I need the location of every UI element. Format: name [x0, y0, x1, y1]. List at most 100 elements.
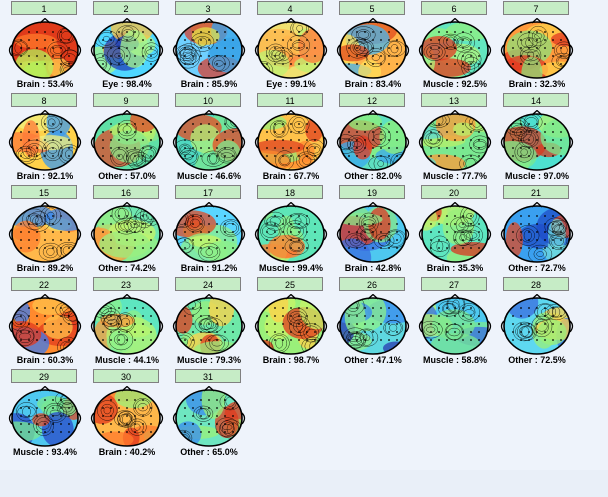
component-button[interactable]: 2	[93, 1, 159, 15]
component-button[interactable]: 25	[257, 277, 323, 291]
component-button[interactable]: 10	[175, 93, 241, 107]
scalp-topomap[interactable]	[5, 202, 85, 264]
component-classification-label: Brain : 53.4%	[16, 79, 74, 89]
component-10: 10 Muscle : 46.6%	[167, 93, 251, 181]
component-button[interactable]: 18	[257, 185, 323, 199]
component-9: 9 Other : 57.0%	[85, 93, 169, 181]
scalp-topomap[interactable]	[497, 18, 577, 80]
component-classification-label: Other : 72.5%	[508, 355, 566, 365]
component-4: 4 Eye : 99.1%	[249, 1, 333, 89]
scalp-topomap[interactable]	[497, 294, 577, 356]
component-button[interactable]: 22	[11, 277, 77, 291]
component-button[interactable]: 17	[175, 185, 241, 199]
scalp-topomap[interactable]	[415, 202, 495, 264]
component-button[interactable]: 12	[339, 93, 405, 107]
component-11: 11 Brain : 67.7%	[249, 93, 333, 181]
component-button[interactable]: 15	[11, 185, 77, 199]
component-17: 17 Brain : 91.2%	[167, 185, 251, 273]
component-19: 19 Brain : 42.8%	[331, 185, 415, 273]
component-button[interactable]: 11	[257, 93, 323, 107]
component-21: 21 Other : 72.7%	[495, 185, 579, 273]
component-button[interactable]: 7	[503, 1, 569, 15]
component-classification-label: Other : 47.1%	[344, 355, 402, 365]
component-12: 12 Other : 82.0%	[331, 93, 415, 181]
scalp-topomap[interactable]	[415, 294, 495, 356]
scalp-topomap[interactable]	[415, 18, 495, 80]
component-button[interactable]: 13	[421, 93, 487, 107]
component-button[interactable]: 14	[503, 93, 569, 107]
scalp-topomap[interactable]	[251, 110, 331, 172]
component-6: 6 Muscle : 92.5%	[413, 1, 497, 89]
component-27: 27 Muscle : 58.8%	[413, 277, 497, 365]
component-button[interactable]: 16	[93, 185, 159, 199]
component-26: 26 Other : 47.1%	[331, 277, 415, 365]
component-button[interactable]: 23	[93, 277, 159, 291]
component-classification-label: Brain : 42.8%	[344, 263, 402, 273]
component-button[interactable]: 19	[339, 185, 405, 199]
component-classification-label: Muscle : 46.6%	[176, 171, 242, 181]
scalp-topomap[interactable]	[5, 18, 85, 80]
component-13: 13 Muscle : 77.7%	[413, 93, 497, 181]
scalp-topomap[interactable]	[87, 18, 167, 80]
component-15: 15 Brain : 89.2%	[3, 185, 87, 273]
component-button[interactable]: 28	[503, 277, 569, 291]
component-7: 7 Brain : 32.3%	[495, 1, 579, 89]
component-button[interactable]: 21	[503, 185, 569, 199]
component-1: 1 Brain : 53.4%	[3, 1, 87, 89]
component-classification-label: Eye : 98.4%	[102, 79, 152, 89]
component-classification-label: Other : 65.0%	[180, 447, 238, 457]
component-classification-label: Brain : 85.9%	[180, 79, 238, 89]
component-button[interactable]: 24	[175, 277, 241, 291]
component-classification-label: Muscle : 79.3%	[176, 355, 242, 365]
scalp-topomap[interactable]	[251, 18, 331, 80]
component-button[interactable]: 3	[175, 1, 241, 15]
component-25: 25 Brain : 98.7%	[249, 277, 333, 365]
scalp-topomap[interactable]	[5, 294, 85, 356]
component-14: 14 Muscle : 97.0%	[495, 93, 579, 181]
component-31: 31 Other : 65.0%	[167, 369, 251, 457]
scalp-topomap[interactable]	[5, 110, 85, 172]
component-23: 23 Muscle : 44.1%	[85, 277, 169, 365]
scalp-topomap[interactable]	[169, 110, 249, 172]
scalp-topomap[interactable]	[87, 294, 167, 356]
component-button[interactable]: 26	[339, 277, 405, 291]
component-button[interactable]: 31	[175, 369, 241, 383]
component-classification-label: Brain : 92.1%	[16, 171, 74, 181]
scalp-topomap[interactable]	[251, 294, 331, 356]
scalp-topomap[interactable]	[5, 386, 85, 448]
scalp-topomap[interactable]	[169, 18, 249, 80]
component-18: 18 Muscle : 99.4%	[249, 185, 333, 273]
component-classification-label: Muscle : 58.8%	[422, 355, 488, 365]
component-button[interactable]: 8	[11, 93, 77, 107]
scalp-topomap[interactable]	[333, 202, 413, 264]
component-button[interactable]: 5	[339, 1, 405, 15]
scalp-topomap[interactable]	[169, 202, 249, 264]
component-button[interactable]: 20	[421, 185, 487, 199]
scalp-topomap[interactable]	[333, 110, 413, 172]
component-button[interactable]: 1	[11, 1, 77, 15]
scalp-topomap[interactable]	[497, 202, 577, 264]
component-classification-label: Brain : 91.2%	[180, 263, 238, 273]
component-classification-label: Brain : 35.3%	[426, 263, 484, 273]
scalp-topomap[interactable]	[251, 202, 331, 264]
component-classification-label: Muscle : 77.7%	[422, 171, 488, 181]
scalp-topomap[interactable]	[497, 110, 577, 172]
scalp-topomap[interactable]	[415, 110, 495, 172]
scalp-topomap[interactable]	[333, 18, 413, 80]
scalp-topomap[interactable]	[87, 202, 167, 264]
component-button[interactable]: 6	[421, 1, 487, 15]
component-classification-label: Brain : 40.2%	[98, 447, 156, 457]
scalp-topomap[interactable]	[333, 294, 413, 356]
scalp-topomap[interactable]	[87, 386, 167, 448]
component-button[interactable]: 4	[257, 1, 323, 15]
component-button[interactable]: 29	[11, 369, 77, 383]
scalp-topomap[interactable]	[87, 110, 167, 172]
component-20: 20 Brain : 35.3%	[413, 185, 497, 273]
scalp-topomap[interactable]	[169, 294, 249, 356]
component-button[interactable]: 9	[93, 93, 159, 107]
component-button[interactable]: 27	[421, 277, 487, 291]
component-button[interactable]: 30	[93, 369, 159, 383]
component-22: 22 Brain : 60.3%	[3, 277, 87, 365]
component-5: 5 Brain : 83.4%	[331, 1, 415, 89]
scalp-topomap[interactable]	[169, 386, 249, 448]
